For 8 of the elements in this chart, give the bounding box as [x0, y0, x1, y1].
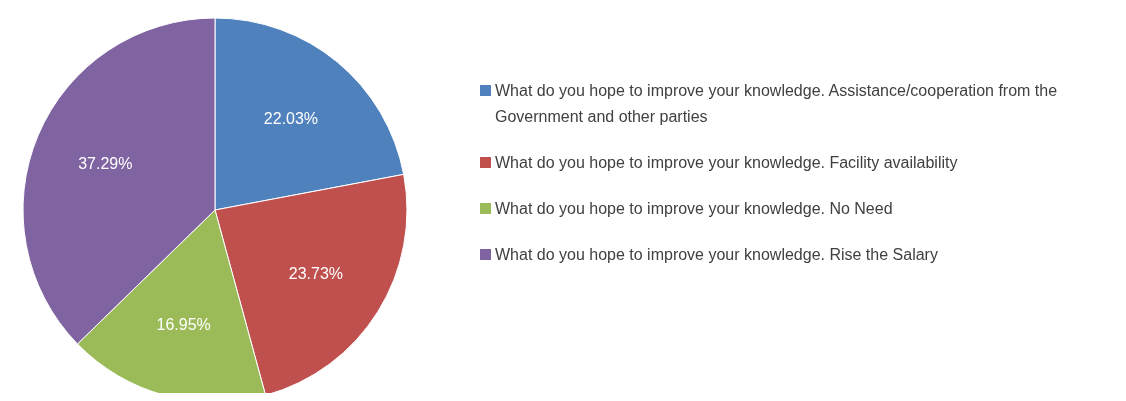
legend-label: What do you hope to improve your knowledge. Assistance/cooperation from the Government and other parties: [495, 82, 1058, 125]
data-label: 16.95%: [156, 316, 211, 334]
legend-label: What do you hope to improve your knowledge. No Need: [495, 200, 893, 217]
legend-label: What do you hope to improve your knowledge. Facility availability: [495, 154, 958, 171]
data-label: 23.73%: [288, 264, 344, 282]
data-label: 37.29%: [78, 155, 133, 173]
data-label: 22.03%: [263, 109, 319, 127]
legend-label: What do you hope to improve your knowledge. Rise the Salary: [495, 246, 938, 263]
